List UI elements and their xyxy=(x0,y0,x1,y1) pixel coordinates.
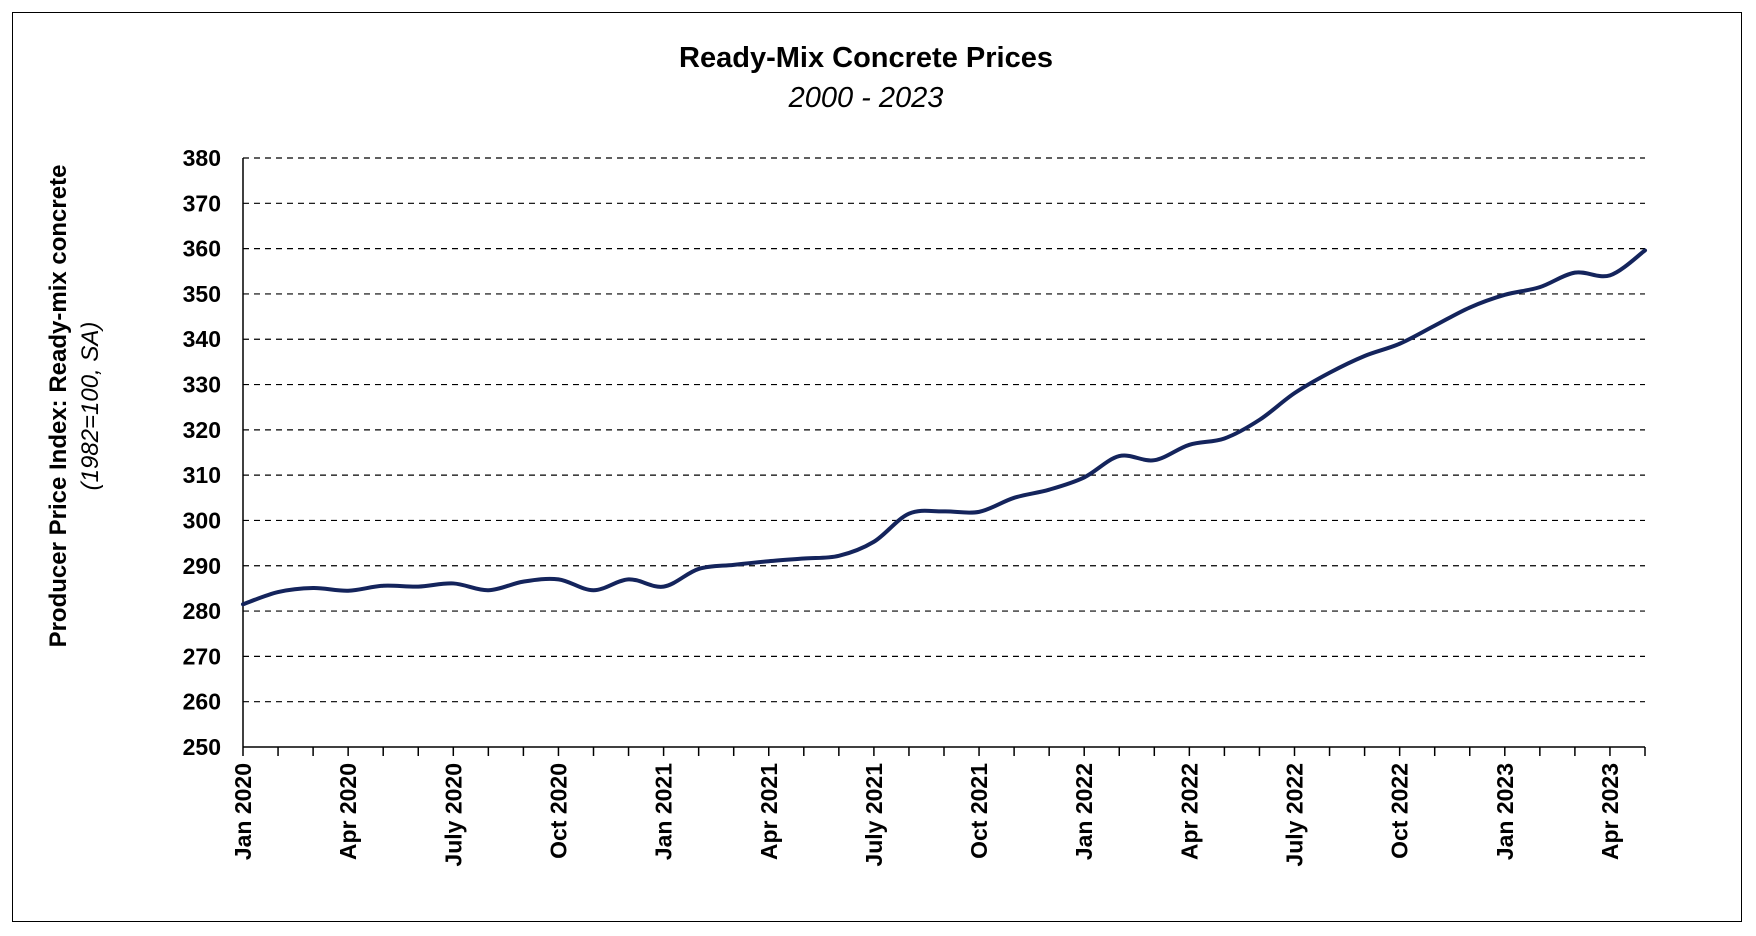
data-point-2022-08 xyxy=(1328,371,1332,375)
y-axis-label: Producer Price Index: Ready-mix concrete xyxy=(45,165,72,648)
data-point-2020-06 xyxy=(416,585,420,589)
x-tick-label: Apr 2022 xyxy=(1176,763,1202,860)
data-point-2020-02 xyxy=(276,590,280,594)
y-axis-sublabel: (1982=100, SA) xyxy=(77,322,104,491)
chart-subtitle: 2000 - 2023 xyxy=(788,82,944,114)
chart-frame: Ready-Mix Concrete Prices 2000 - 2023 Pr… xyxy=(12,12,1742,922)
data-point-2022-06 xyxy=(1257,418,1261,422)
y-tick-label-380: 380 xyxy=(183,145,221,171)
data-point-2021-09 xyxy=(942,509,946,513)
y-axis-title: Producer Price Index: Ready-mix concrete… xyxy=(45,165,104,648)
data-point-2020-11 xyxy=(592,588,596,592)
data-point-2022-03 xyxy=(1152,458,1156,462)
data-point-2023-04 xyxy=(1608,273,1612,277)
x-tick-label: Oct 2021 xyxy=(966,763,992,859)
y-tick-label-290: 290 xyxy=(183,553,221,579)
data-point-2022-04 xyxy=(1187,443,1191,447)
y-tick-label-260: 260 xyxy=(183,689,221,715)
y-tick-label-320: 320 xyxy=(183,417,221,443)
x-tick-label: Apr 2023 xyxy=(1597,763,1623,860)
data-point-2020-01 xyxy=(241,602,245,606)
data-point-2022-05 xyxy=(1222,436,1226,440)
y-tick-label-350: 350 xyxy=(183,281,221,307)
data-point-2020-04 xyxy=(346,589,350,593)
data-point-2022-07 xyxy=(1293,391,1297,395)
y-tick-labels: 250 260 270 280 290 300 310 320 330 340 350 360 370 3… xyxy=(183,145,221,760)
data-point-2022-02 xyxy=(1117,454,1121,458)
x-tick-label: Oct 2020 xyxy=(545,763,571,859)
chart-title: Ready-Mix Concrete Prices xyxy=(679,42,1053,74)
data-point-2023-05 xyxy=(1643,248,1647,252)
x-tick-label: Apr 2020 xyxy=(335,763,361,860)
data-point-2021-03 xyxy=(732,563,736,567)
data-point-2021-11 xyxy=(1012,496,1016,500)
y-tick-label-270: 270 xyxy=(183,643,221,669)
series-layer xyxy=(241,248,1647,607)
data-point-2020-12 xyxy=(627,577,631,581)
y-tick-label-360: 360 xyxy=(183,236,221,262)
y-tick-label-330: 330 xyxy=(183,372,221,398)
x-tick-label: Jan 2023 xyxy=(1492,763,1518,860)
x-tick-label: Oct 2022 xyxy=(1387,763,1413,859)
data-point-2022-11 xyxy=(1433,324,1437,328)
x-tick-labels: Jan 2020 Apr 2020 July 2020 Oct 2020 Jan 202… xyxy=(230,763,1623,867)
y-tick-label-340: 340 xyxy=(183,326,221,352)
data-point-2022-12 xyxy=(1468,306,1472,310)
axes xyxy=(242,158,1646,756)
series-line-ppi xyxy=(241,248,1647,607)
x-tick-label: July 2020 xyxy=(440,763,466,867)
x-tick-label: Jan 2020 xyxy=(230,763,256,860)
y-tick-label-280: 280 xyxy=(183,598,221,624)
data-point-2020-08 xyxy=(486,588,490,592)
x-tick-label: July 2022 xyxy=(1282,763,1308,867)
data-point-2021-10 xyxy=(977,510,981,514)
data-point-2023-03 xyxy=(1573,271,1577,275)
data-point-2021-01 xyxy=(662,585,666,589)
data-point-2020-03 xyxy=(311,586,315,590)
data-point-2022-01 xyxy=(1082,475,1086,479)
chart-svg: Ready-Mix Concrete Prices 2000 - 2023 Pr… xyxy=(45,42,1647,867)
data-point-2020-09 xyxy=(521,580,525,584)
data-point-2021-12 xyxy=(1047,488,1051,492)
y-tick-label-300: 300 xyxy=(183,507,221,533)
data-point-2021-05 xyxy=(802,557,806,561)
x-tick-label: Jan 2022 xyxy=(1071,763,1097,860)
data-point-2021-07 xyxy=(872,540,876,544)
data-point-2020-10 xyxy=(556,577,560,581)
y-tick-label-250: 250 xyxy=(183,734,221,760)
x-tick-label: Jan 2021 xyxy=(651,763,677,860)
data-point-2023-01 xyxy=(1503,293,1507,297)
data-point-2021-08 xyxy=(907,512,911,516)
data-point-2021-02 xyxy=(697,567,701,571)
y-tick-label-310: 310 xyxy=(183,462,221,488)
y-tick-label-370: 370 xyxy=(183,190,221,216)
data-point-2021-04 xyxy=(767,559,771,563)
data-point-2021-06 xyxy=(837,554,841,558)
data-point-2020-05 xyxy=(381,584,385,588)
grid-lines xyxy=(243,157,1645,703)
data-point-2020-07 xyxy=(451,581,455,585)
x-tick-label: Apr 2021 xyxy=(756,763,782,860)
x-tick-label: July 2021 xyxy=(861,763,887,867)
data-point-2022-10 xyxy=(1398,342,1402,346)
data-point-2022-09 xyxy=(1363,354,1367,358)
data-point-2023-02 xyxy=(1538,285,1542,289)
